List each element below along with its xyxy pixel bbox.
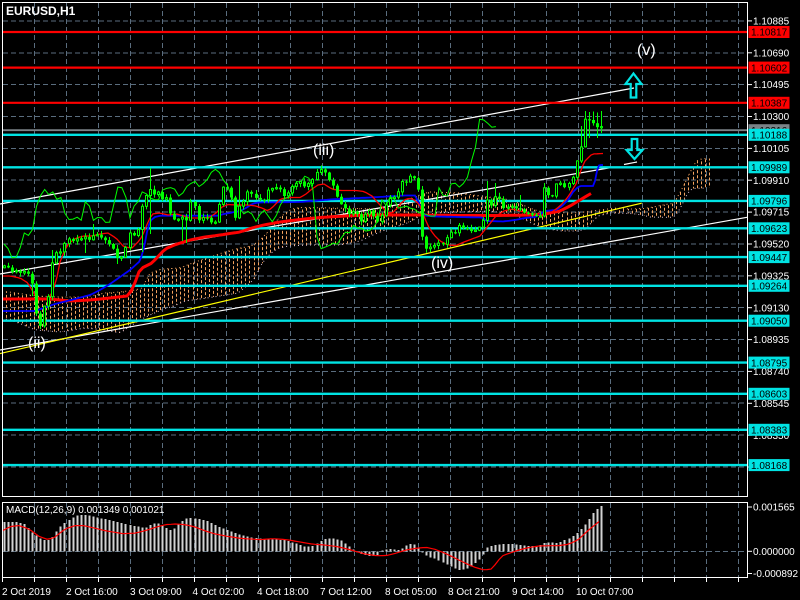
svg-text:0.000000: 0.000000 bbox=[753, 547, 795, 558]
svg-text:1.08545: 1.08545 bbox=[753, 399, 790, 410]
svg-text:2 Oct 16:00: 2 Oct 16:00 bbox=[66, 587, 118, 598]
svg-text:1.09050: 1.09050 bbox=[751, 316, 788, 327]
svg-text:1.09623: 1.09623 bbox=[751, 224, 788, 235]
svg-text:1.10300: 1.10300 bbox=[753, 112, 790, 123]
svg-text:1.08350: 1.08350 bbox=[753, 431, 790, 442]
svg-text:1.08795: 1.08795 bbox=[751, 358, 788, 369]
svg-text:0.001565: 0.001565 bbox=[753, 503, 795, 514]
svg-text:(iii): (iii) bbox=[313, 142, 334, 159]
svg-text:1.09520: 1.09520 bbox=[753, 240, 790, 251]
svg-text:1.09989: 1.09989 bbox=[751, 163, 788, 174]
svg-text:1.10387: 1.10387 bbox=[751, 99, 788, 110]
svg-text:(v): (v) bbox=[637, 42, 656, 59]
svg-text:4 Oct 18:00: 4 Oct 18:00 bbox=[257, 587, 309, 598]
svg-text:1.10105: 1.10105 bbox=[753, 144, 790, 155]
svg-text:7 Oct 12:00: 7 Oct 12:00 bbox=[320, 587, 372, 598]
svg-text:1.09264: 1.09264 bbox=[751, 282, 788, 293]
svg-text:1.10885: 1.10885 bbox=[753, 17, 790, 28]
svg-text:2 Oct 2019: 2 Oct 2019 bbox=[2, 587, 51, 598]
svg-text:1.10817: 1.10817 bbox=[751, 28, 788, 39]
svg-text:1.08740: 1.08740 bbox=[753, 367, 790, 378]
svg-text:1.10495: 1.10495 bbox=[753, 80, 790, 91]
svg-text:1.08935: 1.08935 bbox=[753, 335, 790, 346]
svg-text:1.09130: 1.09130 bbox=[753, 303, 790, 314]
svg-text:MACD(12,26,9) 0.001349 0.00102: MACD(12,26,9) 0.001349 0.001021 bbox=[6, 505, 165, 516]
svg-text:1.09796: 1.09796 bbox=[751, 197, 788, 208]
svg-text:(iv): (iv) bbox=[431, 255, 453, 272]
svg-text:1.09910: 1.09910 bbox=[753, 176, 790, 187]
svg-text:-0.000892: -0.000892 bbox=[753, 569, 798, 580]
svg-text:1.08383: 1.08383 bbox=[751, 426, 788, 437]
svg-text:1.08168: 1.08168 bbox=[751, 461, 788, 472]
svg-text:1.08603: 1.08603 bbox=[751, 390, 788, 401]
svg-text:1.10690: 1.10690 bbox=[753, 48, 790, 59]
svg-text:8 Oct 05:00: 8 Oct 05:00 bbox=[385, 587, 437, 598]
svg-text:10 Oct 07:00: 10 Oct 07:00 bbox=[576, 587, 634, 598]
svg-text:3 Oct 09:00: 3 Oct 09:00 bbox=[130, 587, 182, 598]
svg-text:1.10602: 1.10602 bbox=[751, 63, 788, 74]
svg-text:1.09715: 1.09715 bbox=[753, 208, 790, 219]
svg-text:9 Oct 14:00: 9 Oct 14:00 bbox=[512, 587, 564, 598]
svg-text:1.10188: 1.10188 bbox=[751, 131, 788, 142]
svg-text:4 Oct 02:00: 4 Oct 02:00 bbox=[193, 587, 245, 598]
svg-text:8 Oct 21:00: 8 Oct 21:00 bbox=[448, 587, 500, 598]
svg-text:1.09325: 1.09325 bbox=[753, 271, 790, 282]
svg-text:(ii): (ii) bbox=[28, 335, 46, 352]
svg-text:EURUSD,H1: EURUSD,H1 bbox=[6, 4, 76, 18]
svg-text:1.09447: 1.09447 bbox=[751, 253, 788, 264]
